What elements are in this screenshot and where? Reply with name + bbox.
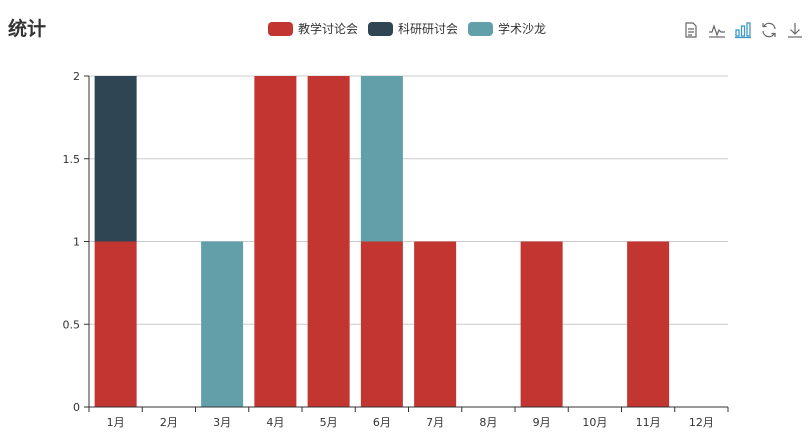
- legend-item-research[interactable]: 科研研讨会: [368, 20, 458, 37]
- legend-label: 学术沙龙: [498, 22, 547, 36]
- legend-item-teaching[interactable]: 教学讨论会: [268, 20, 358, 37]
- x-tick-label: 5月: [320, 416, 338, 429]
- legend-label: 科研研讨会: [398, 22, 459, 36]
- x-tick-label: 9月: [533, 416, 551, 429]
- bar: [627, 241, 670, 407]
- bar: [307, 76, 350, 407]
- legend-swatch: [368, 21, 394, 36]
- legend-label: 教学讨论会: [298, 22, 359, 36]
- restore-icon[interactable]: [760, 21, 778, 39]
- legend: 教学讨论会 科研研讨会 学术沙龙: [268, 20, 556, 37]
- y-tick-label: 2: [73, 70, 80, 83]
- data-view-icon[interactable]: [682, 21, 700, 39]
- bar-chart-icon[interactable]: [734, 21, 752, 39]
- chart-title: 统计: [8, 18, 47, 40]
- x-tick-label: 1月: [107, 416, 125, 429]
- y-tick-label: 0.5: [63, 318, 81, 331]
- y-tick-label: 0: [73, 401, 80, 414]
- download-icon[interactable]: [786, 21, 804, 39]
- bar: [201, 241, 244, 407]
- x-tick-label: 10月: [582, 416, 607, 429]
- bar: [360, 76, 403, 242]
- legend-item-salon[interactable]: 学术沙龙: [468, 20, 546, 37]
- legend-swatch: [468, 21, 494, 36]
- bar: [254, 76, 297, 407]
- x-tick-label: 6月: [373, 416, 391, 429]
- bar: [414, 241, 457, 407]
- bar: [94, 76, 137, 242]
- x-tick-label: 12月: [689, 416, 714, 429]
- x-tick-label: 4月: [266, 416, 284, 429]
- line-chart-icon[interactable]: [708, 21, 726, 39]
- x-tick-label: 11月: [636, 416, 661, 429]
- x-tick-label: 8月: [479, 416, 497, 429]
- toolbox: [682, 21, 811, 39]
- bar: [360, 241, 403, 407]
- x-tick-label: 3月: [213, 416, 231, 429]
- x-tick-label: 7月: [426, 416, 444, 429]
- y-tick-label: 1: [73, 236, 80, 249]
- y-tick-label: 1.5: [63, 153, 81, 166]
- bar: [520, 241, 563, 407]
- x-tick-label: 2月: [160, 416, 178, 429]
- bar: [94, 241, 137, 407]
- legend-swatch: [268, 21, 293, 36]
